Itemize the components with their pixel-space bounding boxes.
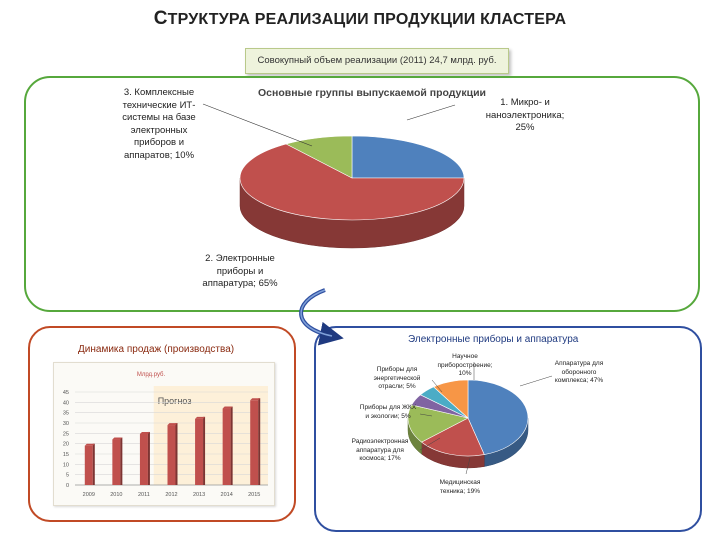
bar-ytick-8: 40 — [63, 400, 69, 406]
bar-ytick-1: 5 — [66, 473, 69, 479]
connector-arrow — [299, 288, 344, 346]
main-groups-label-3: 3. Комплексные технические ИТ- системы н… — [122, 87, 196, 161]
main-groups-label-2: 2. Электронные приборы и аппаратура; 65% — [202, 253, 278, 289]
bar-top-2013 — [195, 416, 206, 419]
electronics-leader-1 — [465, 457, 471, 475]
bar-ytick-0: 0 — [66, 483, 69, 489]
bar-2013 — [195, 418, 204, 485]
electronics-chart-title: Электронные приборы и аппаратура — [408, 334, 579, 345]
bar-2009 — [84, 445, 93, 485]
bar-side-2012 — [175, 423, 178, 485]
bar-2014 — [222, 408, 231, 485]
electronics-pie — [407, 379, 529, 469]
bar-top-2009 — [84, 443, 95, 446]
sales-dynamics-panel — [28, 326, 296, 522]
sales-dynamics-title: Динамика продаж (производства) — [78, 344, 235, 355]
bar-xtick-2011: 2011 — [138, 492, 150, 498]
main-groups-chart-title: Основные группы выпускаемой продукции — [258, 87, 487, 99]
electronics-label-housing: Приборы для ЖКХ и экологии; 5% — [359, 404, 417, 420]
page-title-first-letter: С — [153, 8, 168, 29]
bar-ytick-2: 10 — [63, 462, 69, 468]
bar-xtick-2014: 2014 — [221, 492, 233, 498]
bar-side-2014 — [230, 406, 233, 485]
electronics-label-defense: Аппаратура для оборонного комплекса; 47% — [554, 360, 604, 384]
bar-xtick-2015: 2015 — [248, 492, 260, 498]
bar-xtick-2013: 2013 — [193, 492, 205, 498]
bar-side-2013 — [203, 416, 206, 485]
main-groups-leader-1 — [406, 104, 456, 121]
main-groups-slice-2 — [285, 135, 353, 179]
electronics-slice-5 — [433, 379, 469, 419]
bar-ytick-3: 15 — [63, 452, 69, 458]
bar-ytick-5: 25 — [63, 431, 69, 437]
electronics-leader-4 — [431, 379, 443, 393]
bar-ytick-6: 30 — [63, 421, 69, 427]
electronics-label-science: Научное приборостроение; 10% — [437, 353, 493, 377]
bar-ytick-9: 45 — [63, 390, 69, 396]
bar-xtick-2012: 2012 — [165, 492, 177, 498]
bar-top-2012 — [167, 423, 178, 426]
bar-2010 — [112, 439, 121, 485]
bar-ytick-7: 35 — [63, 411, 69, 417]
bar-top-2011 — [139, 431, 150, 434]
bar-side-2009 — [92, 443, 95, 485]
forecast-label: Прогноз — [158, 396, 192, 406]
bar-chart-subtitle: Млрд.руб. — [137, 372, 166, 378]
page-title: СТРУКТУРА РЕАЛИЗАЦИИ ПРОДУКЦИИ КЛАСТЕРА — [0, 8, 720, 30]
electronics-leader-2 — [419, 437, 441, 451]
connector-arrow-highlight — [300, 289, 333, 337]
electronics-leader-0 — [519, 375, 553, 387]
bar-top-2015 — [250, 398, 261, 401]
main-groups-slice-0 — [351, 135, 465, 179]
bar-top-2014 — [222, 406, 233, 409]
bar-xtick-2010: 2010 — [110, 492, 122, 498]
electronics-label-medical: Медицинская техника; 19% — [439, 479, 481, 495]
main-groups-label-1: 1. Микро- и наноэлектроника; 25% — [485, 97, 565, 133]
total-sales-box: Совокупный объем реализации (2011) 24,7 … — [245, 48, 509, 74]
electronics-label-energy: Приборы для энергетической отрасли; 5% — [373, 366, 421, 390]
electronics-label-space: Радиоэлектронная аппаратура для космоса;… — [351, 438, 409, 462]
bar-top-2010 — [112, 437, 123, 440]
electronics-slice-2 — [407, 404, 469, 443]
electronics-leader-3 — [419, 413, 433, 417]
electronics-slice-1 — [421, 417, 485, 457]
main-groups-pie — [239, 135, 465, 249]
sales-bar-chart: Млрд.руб. Прогноз 0 5 10 15 20 25 30 35 40 45 2009 20… — [63, 372, 268, 498]
bar-side-2011 — [147, 431, 150, 485]
main-groups-leader-3 — [202, 103, 313, 147]
bar-side-2010 — [120, 437, 123, 485]
bar-xtick-2009: 2009 — [83, 492, 95, 498]
electronics-slice-0 — [467, 379, 529, 455]
main-groups-slice-1 — [239, 143, 465, 221]
bar-side-2015 — [258, 398, 261, 485]
bar-2011 — [139, 433, 148, 485]
bar-ytick-4: 20 — [63, 442, 69, 448]
electronics-structure-panel — [314, 326, 702, 532]
main-groups-panel — [24, 76, 700, 312]
bar-2012 — [167, 425, 176, 485]
bar-2015 — [250, 400, 259, 485]
page-title-rest: ТРУКТУРА РЕАЛИЗАЦИИ ПРОДУКЦИИ КЛАСТЕРА — [167, 11, 567, 28]
